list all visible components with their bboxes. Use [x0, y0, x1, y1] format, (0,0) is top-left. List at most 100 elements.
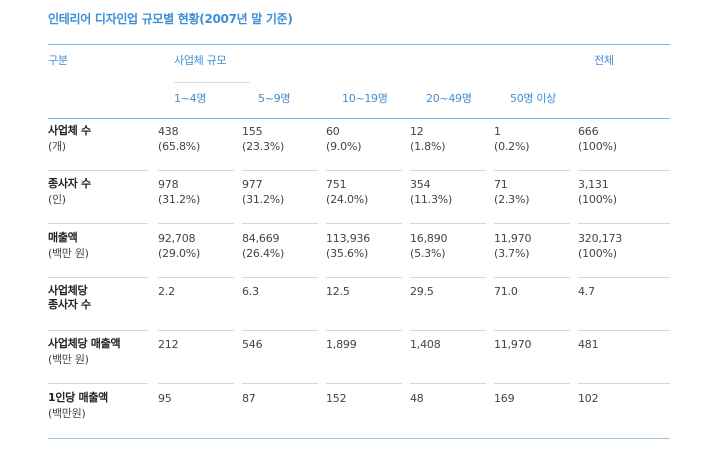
cell-value: 169 [494, 391, 515, 405]
table-cell: 169 [494, 391, 515, 406]
cell-value: 48 [410, 391, 424, 405]
row-divider [326, 276, 402, 278]
row-divider [410, 383, 486, 385]
table-cell: 48 [410, 391, 424, 406]
table-row: 사업체당 종사자 수 2.2 6.3 12.5 29.5 71.0 4.7 [48, 278, 670, 331]
cell-value: 87 [242, 391, 256, 405]
cell-percentage: (24.0%) [326, 193, 369, 207]
cell-percentage: (100%) [578, 246, 617, 260]
row-divider [326, 170, 402, 171]
table-row: 종사자 수 (인) 978 (31.2%) 977 (31.2%) 751 (24.0%) 35… [48, 171, 670, 225]
row-divider [48, 383, 148, 385]
row-divider [326, 329, 402, 331]
table-cell: 11,970 (3.7%) [494, 231, 531, 261]
row-divider [410, 223, 486, 225]
header-total: 전체 [594, 54, 614, 67]
row-divider [578, 329, 670, 331]
cell-value: 95 [158, 391, 172, 405]
row-header-unit: (백만 원) [48, 246, 89, 260]
table-cell: 4.7 [578, 284, 595, 299]
cell-percentage: (31.2%) [158, 193, 201, 207]
row-divider [410, 170, 486, 171]
cell-value: 320,173 [578, 231, 623, 245]
cell-value: 29.5 [410, 284, 434, 298]
header-size-group: 사업체 규모 [174, 54, 227, 67]
cell-value: 977 [242, 178, 263, 192]
row-header-label: 종사자 수 [48, 177, 91, 191]
table-row: 사업체당 매출액 (백만 원) 212 546 1,899 1,408 11,970 481 [48, 331, 670, 385]
cell-percentage: (9.0%) [326, 140, 362, 153]
cell-percentage: (65.8%) [158, 140, 201, 153]
table-cell: 212 [158, 337, 179, 352]
table-cell: 92,708 (29.0%) [158, 231, 200, 261]
table-cell: 751 (24.0%) [326, 177, 368, 207]
table-cell: 102 [578, 391, 599, 406]
cell-percentage: (3.7%) [494, 246, 530, 260]
row-divider [242, 276, 318, 278]
table-cell: 977 (31.2%) [242, 177, 284, 207]
header-size-1: 1~4명 [174, 92, 207, 105]
table-cell: 12 (1.8%) [410, 124, 446, 154]
row-divider [326, 223, 402, 225]
header-category: 구분 [48, 54, 68, 67]
cell-value: 2.2 [158, 284, 175, 298]
table-cell: 1,899 [326, 337, 357, 352]
cell-value: 12.5 [326, 284, 350, 298]
cell-value: 1,899 [326, 338, 357, 352]
cell-percentage: (5.3%) [410, 246, 446, 260]
cell-value: 84,669 [242, 231, 280, 245]
cell-value: 113,936 [326, 231, 371, 245]
row-header-unit: (개) [48, 140, 66, 153]
cell-percentage: (11.3%) [410, 193, 453, 207]
header-size-2: 5~9명 [258, 92, 291, 105]
table-cell: 113,936 (35.6%) [326, 231, 370, 261]
row-divider [494, 170, 570, 171]
cell-value: 546 [242, 338, 263, 352]
header-size-5: 50명 이상 [510, 92, 557, 105]
row-divider [48, 276, 148, 278]
row-header-unit: (인) [48, 193, 66, 207]
row-divider [494, 383, 570, 385]
header-size-3: 10~19명 [342, 92, 388, 105]
row-divider [410, 329, 486, 331]
cell-value: 71 [494, 178, 508, 192]
table-cell: 16,890 (5.3%) [410, 231, 447, 261]
cell-value: 354 [410, 178, 431, 192]
table-cell: 71.0 [494, 284, 518, 299]
table-row: 1인당 매출액 (백만원) 95 87 152 48 169 102 [48, 385, 670, 438]
cell-value: 60 [326, 125, 340, 138]
cell-value: 102 [578, 391, 599, 405]
cell-percentage: (35.6%) [326, 246, 369, 260]
cell-value: 71.0 [494, 284, 518, 298]
row-header-label: 사업체 수 [48, 124, 91, 137]
header-size-4: 20~49명 [426, 92, 472, 105]
table-cell: 546 [242, 337, 263, 352]
header-bottom-divider [48, 118, 670, 119]
cell-value: 978 [158, 178, 179, 192]
cell-percentage: (1.8%) [410, 140, 446, 153]
cell-percentage: (100%) [578, 140, 617, 153]
row-divider [410, 276, 486, 278]
cell-value: 666 [578, 125, 599, 138]
row-header-label: 매출액 [48, 230, 78, 244]
row-header-unit: (백만원) [48, 406, 86, 420]
cell-value: 12 [410, 125, 424, 138]
table-row: 매출액 (백만 원) 92,708 (29.0%) 84,669 (26.4%) 113,9… [48, 225, 670, 278]
cell-percentage: (0.2%) [494, 140, 530, 153]
table-cell: 11,970 [494, 337, 531, 352]
row-divider [578, 170, 670, 171]
row-divider [48, 223, 148, 225]
cell-value: 11,970 [494, 231, 532, 245]
table-cell: 155 (23.3%) [242, 124, 284, 154]
row-divider [578, 276, 670, 278]
row-divider [242, 383, 318, 385]
table-cell: 152 [326, 391, 347, 406]
page-title: 인테리어 디자인업 규모별 현황(2007년 말 기준) [48, 12, 293, 26]
cell-value: 438 [158, 125, 179, 138]
table-cell: 1 (0.2%) [494, 124, 530, 154]
row-divider [494, 223, 570, 225]
cell-value: 1,408 [410, 338, 441, 352]
row-header-label: 1인당 매출액 [48, 390, 108, 404]
table-cell: 481 [578, 337, 599, 352]
cell-value: 152 [326, 391, 347, 405]
